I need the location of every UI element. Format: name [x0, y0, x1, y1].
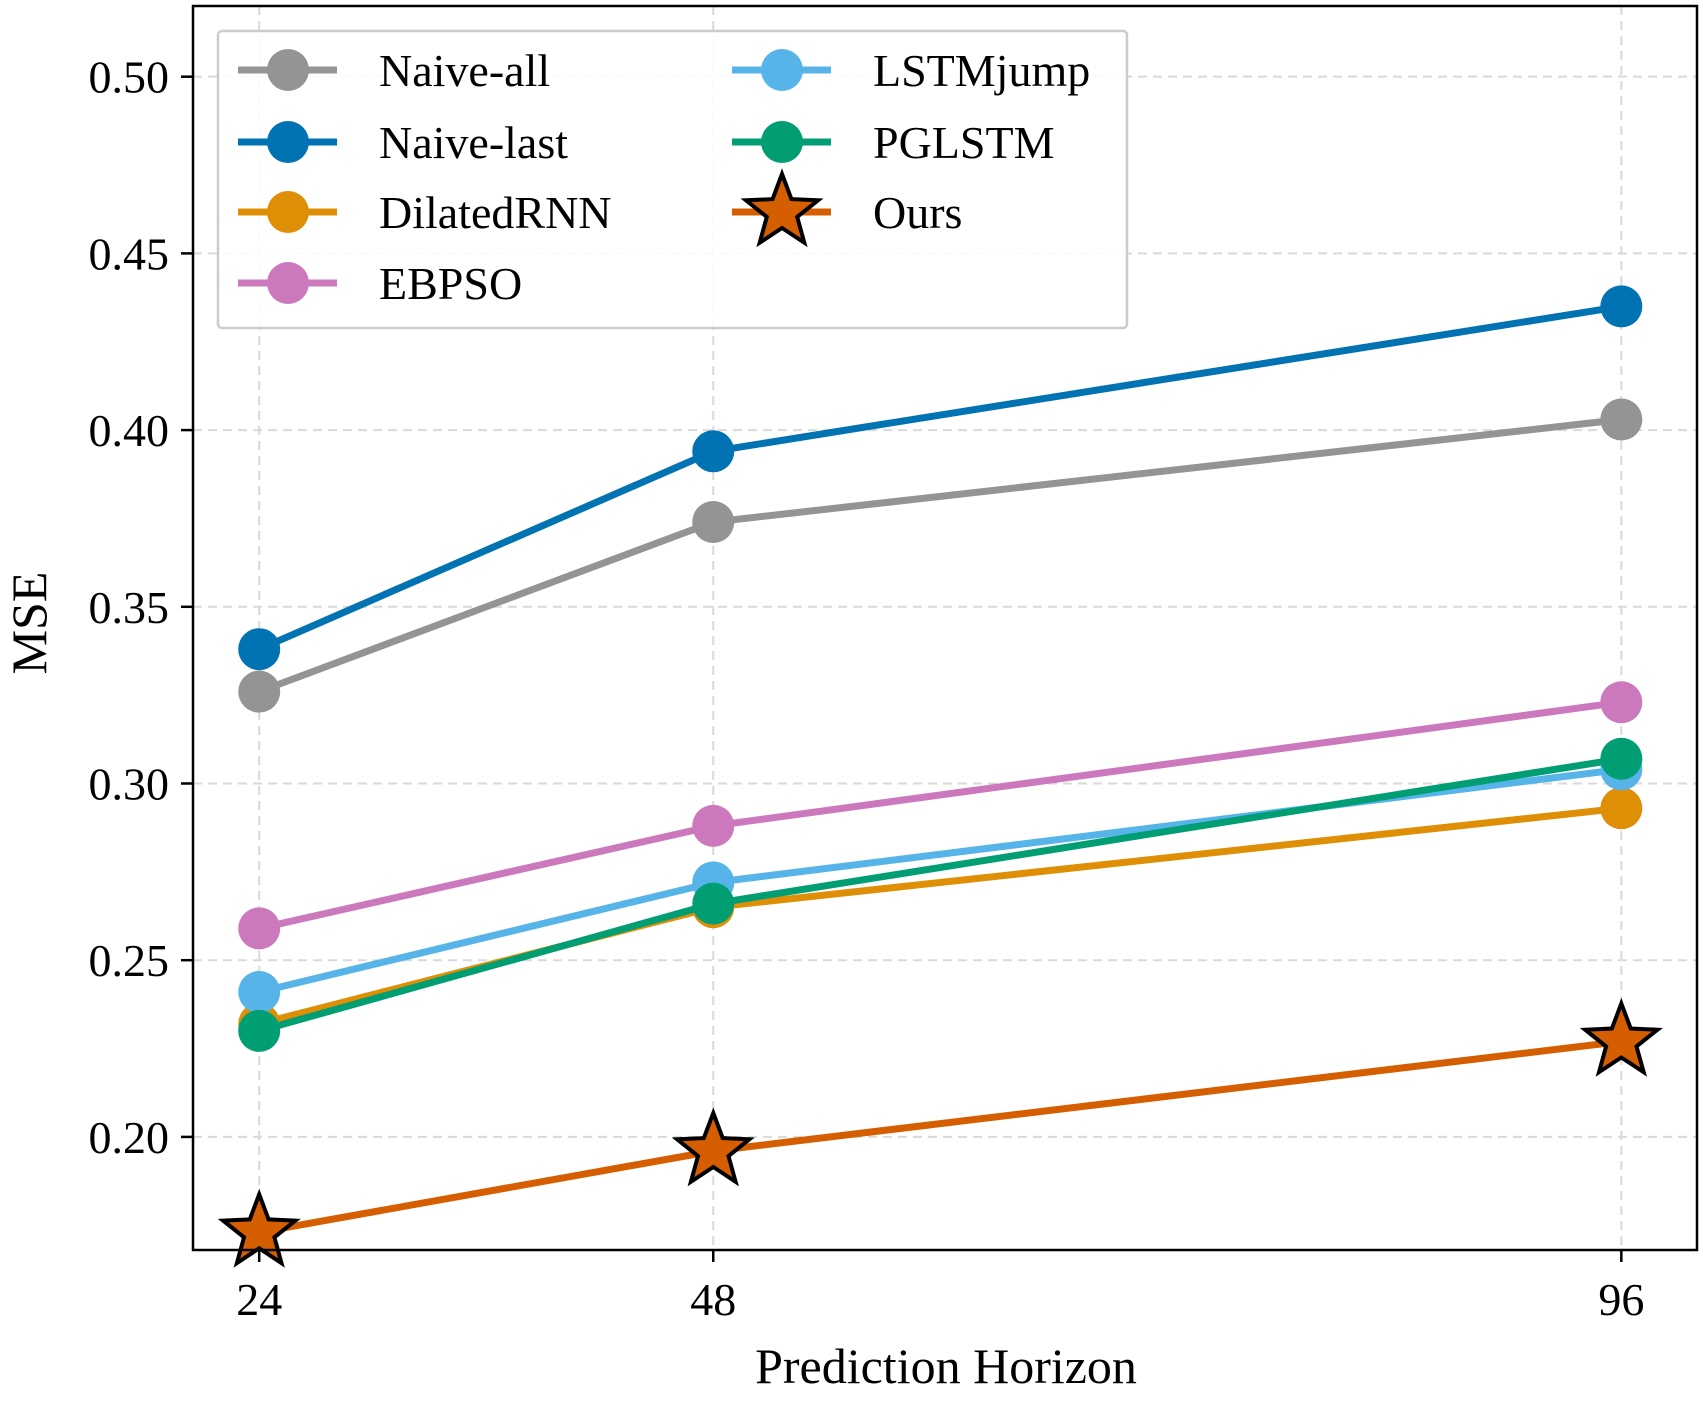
legend-item-ebpso: EBPSO — [238, 258, 522, 309]
data-point — [692, 882, 735, 925]
data-point-star — [217, 1188, 301, 1268]
legend: Naive-all Naive-last DilatedRNN EBPSO LSTMju… — [216, 29, 1129, 330]
data-point — [692, 500, 735, 543]
legend-item-pglstm: PGLSTM — [732, 117, 1054, 168]
data-point — [238, 971, 281, 1014]
series-pglstm — [238, 737, 1643, 1052]
x-tick-label: 48 — [690, 1274, 736, 1325]
legend-item-lstmjump: LSTMjump — [732, 45, 1090, 96]
legend-item-naive-all: Naive-all — [238, 45, 550, 96]
legend-label: LSTMjump — [873, 45, 1090, 96]
legend-label: PGLSTM — [873, 117, 1054, 168]
legend-marker — [761, 121, 803, 163]
y-tick-label: 0.50 — [89, 52, 170, 103]
legend-label: DilatedRNN — [379, 187, 612, 238]
data-point-star — [671, 1107, 755, 1187]
series-layer — [217, 285, 1663, 1268]
y-tick-label: 0.45 — [89, 228, 170, 279]
y-tick-label: 0.30 — [89, 759, 170, 810]
legend-marker — [267, 191, 309, 233]
legend-marker — [267, 262, 309, 304]
data-point-star — [1579, 997, 1663, 1077]
legend-marker-star — [740, 168, 824, 248]
series-naive-all — [238, 398, 1643, 713]
legend-marker — [267, 49, 309, 91]
legend-label: Naive-last — [379, 117, 568, 168]
series-ebpso — [238, 681, 1643, 950]
x-tick-label: 96 — [1598, 1274, 1644, 1325]
legend-marker — [761, 49, 803, 91]
y-tick-label: 0.35 — [89, 582, 170, 633]
legend-item-ours: Ours — [732, 168, 962, 248]
y-tick-label: 0.20 — [89, 1112, 170, 1163]
data-point — [692, 430, 735, 473]
data-point — [1600, 787, 1643, 830]
series-ours — [217, 997, 1663, 1268]
x-axis-label: Prediction Horizon — [755, 1338, 1137, 1394]
legend-item-naive-last: Naive-last — [238, 117, 568, 168]
legend-frame — [216, 29, 1129, 330]
data-point — [1600, 398, 1643, 441]
plot-frame — [191, 4, 1699, 1252]
y-tick-label: 0.40 — [89, 405, 170, 456]
data-point — [238, 907, 281, 950]
data-point — [1600, 681, 1643, 724]
data-point — [1600, 285, 1643, 328]
legend-label: Naive-all — [379, 45, 550, 96]
x-tick-label: 24 — [236, 1274, 282, 1325]
legend-item-dilatedrnn: DilatedRNN — [238, 187, 612, 238]
data-point — [238, 670, 281, 713]
data-point — [238, 628, 281, 671]
data-point — [1600, 737, 1643, 780]
legend-marker — [267, 121, 309, 163]
data-point — [692, 804, 735, 847]
legend-label: Ours — [873, 187, 962, 238]
data-point — [238, 1009, 281, 1052]
axes: 24 48 96 0.20 0.25 0.30 0.35 0.40 0.45 0.50 — [89, 52, 1645, 1325]
y-axis-label: MSE — [1, 572, 57, 675]
legend-label: EBPSO — [379, 258, 522, 309]
y-tick-label: 0.25 — [89, 935, 170, 986]
series-naive-last — [238, 285, 1643, 671]
